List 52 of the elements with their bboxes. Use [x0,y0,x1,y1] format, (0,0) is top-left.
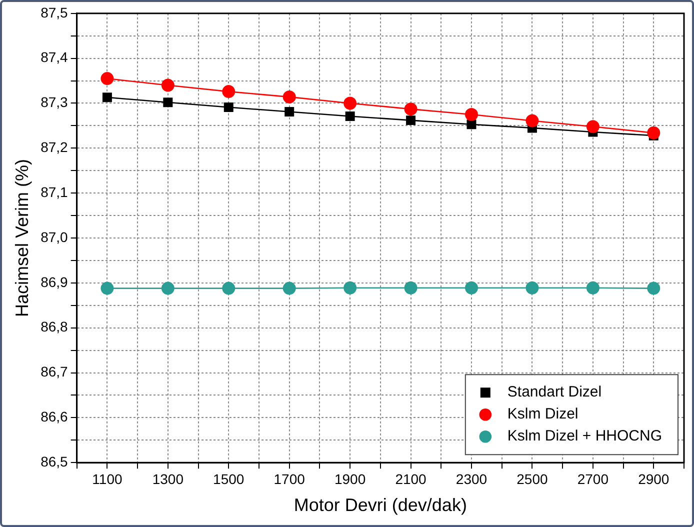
point [404,102,418,116]
x-tick-label: 1300 [152,470,184,487]
point [224,102,234,112]
x-tick-label: 1700 [274,470,306,487]
point [647,126,660,140]
point [464,108,478,121]
point [100,282,114,295]
point [102,92,112,102]
x-tick-label: 2700 [577,470,609,487]
point [406,116,416,126]
x-tick-label: 1900 [334,470,366,487]
y-tick-label: 86,6 [40,408,68,425]
point [586,120,600,134]
x-tick-label: 1100 [92,470,122,487]
point [222,85,236,98]
point [282,282,296,295]
point [404,281,418,294]
legend-label: Kslm Dizel + HHOCNG [507,428,662,445]
y-axis-title: Hacimsel Verim (%) [12,158,32,318]
point [464,281,478,294]
y-tick-label: 86,9 [40,274,68,290]
point [161,78,174,92]
point [163,98,173,108]
point [344,281,357,294]
legend-label: Kslm Dizel [507,406,578,423]
point [647,282,660,295]
x-axis-title: Motor Devri (dev/dak) [294,495,467,516]
y-tick-label: 86,5 [40,453,68,470]
y-tick-label: 86,8 [40,318,68,335]
point [586,281,600,294]
point [161,282,174,295]
point [282,90,296,104]
point [100,72,114,86]
y-tick-label: 87,4 [40,49,68,66]
point [344,96,357,110]
x-tick-label: 2900 [638,470,670,487]
y-tick-label: 87,5 [40,4,68,20]
y-tick-label: 87,3 [40,94,68,110]
y-tick-label: 86,7 [40,364,68,380]
point [284,107,294,117]
point [526,281,539,294]
x-tick-label: 2100 [395,470,427,487]
point [345,112,355,122]
legend-label: Standart Dizel [507,384,602,401]
x-tick-label: 2500 [516,470,548,487]
point [222,282,236,295]
y-tick-label: 87,2 [40,139,68,156]
x-tick-label: 1500 [213,470,244,487]
y-tick-label: 87,0 [40,228,68,245]
point [526,114,539,128]
y-tick-label: 87,1 [40,184,68,200]
x-tick-label: 2300 [456,470,488,487]
